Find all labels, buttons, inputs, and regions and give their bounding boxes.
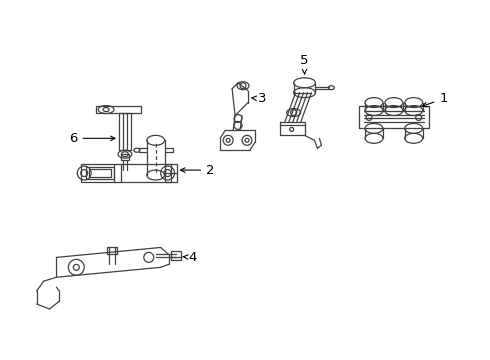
- Bar: [165, 164, 176, 182]
- Text: 5: 5: [300, 54, 309, 74]
- Bar: [81, 164, 171, 182]
- Bar: [107, 247, 117, 255]
- Bar: [171, 251, 180, 260]
- Text: 3: 3: [252, 92, 266, 105]
- Bar: [121, 154, 129, 160]
- Text: 1: 1: [422, 92, 448, 107]
- Bar: [89, 169, 111, 177]
- Text: 6: 6: [69, 132, 115, 145]
- Bar: [86, 167, 114, 179]
- Text: 2: 2: [180, 163, 215, 176]
- Text: 4: 4: [183, 251, 196, 264]
